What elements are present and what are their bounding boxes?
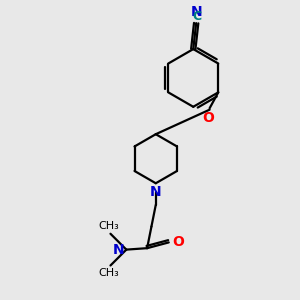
Text: CH₃: CH₃ — [99, 268, 119, 278]
Text: N: N — [112, 243, 124, 256]
Text: CH₃: CH₃ — [99, 221, 119, 231]
Text: N: N — [150, 185, 162, 199]
Text: O: O — [172, 236, 184, 249]
Text: O: O — [202, 111, 214, 125]
Text: C: C — [193, 10, 202, 23]
Text: N: N — [191, 5, 203, 19]
